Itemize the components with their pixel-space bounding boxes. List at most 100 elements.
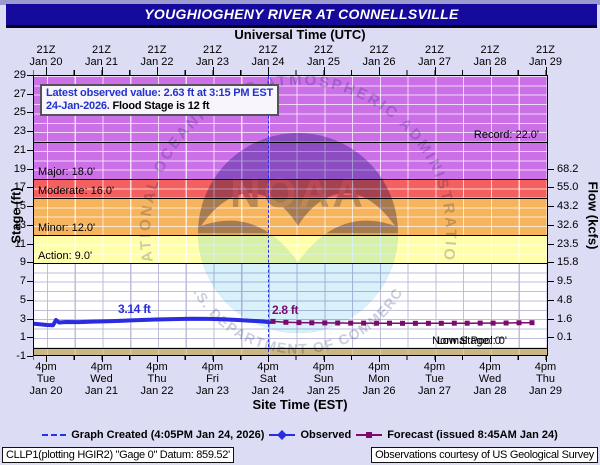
bottom-axis-day: Tue [425,373,444,385]
bottom-axis-tick-label: 4pm Thu Jan 29 [518,361,574,397]
forecast-point-marker [309,320,315,326]
flow-tick-value: 23.5 [557,237,579,250]
stage-tick-value: 3 [19,312,26,325]
top-axis-tick-label: 21Z Jan 29 [518,44,574,68]
forecast-point-marker [516,320,522,326]
flow-tick-value: 55.0 [557,181,579,194]
stage-tick-value: 5 [19,293,26,306]
stage-tick-value: 27 [13,87,26,100]
stage-tick-mark [27,262,33,264]
bottom-axis-major-tick [46,356,47,362]
latest-observed-line2: 24-Jan-2026. Flood Stage is 12 ft [46,100,210,112]
top-axis-date: Jan 23 [195,56,230,68]
top-axis-major-tick [46,67,47,75]
top-axis-tick-label: 21Z Jan 22 [129,44,185,68]
bottom-axis-day: Tue [36,373,56,385]
forecast-point-marker [400,320,405,326]
legend-observed-label: Observed [300,429,352,441]
noaa-seagull-icon [201,193,395,262]
top-window-strip [0,0,600,5]
top-axis-hour: 21Z [425,44,444,56]
top-axis-tick-label: 21Z Jan 28 [462,44,518,68]
flow-tick-mark [548,206,554,208]
stage-tick-value: 11 [14,237,26,250]
top-axis-major-tick [545,67,547,75]
threshold-label-action: Action: 9.0' [38,250,93,263]
flow-tick-value: 4.8 [557,293,573,306]
threshold-line-gage-zero [34,347,547,349]
bottom-axis-day: Wed [478,373,502,385]
bottom-axis-major-tick [268,356,269,362]
flow-tick-value: 32.6 [557,218,579,231]
forecast-point-marker [335,320,341,326]
legend-graph-created-label: Graph Created (4:05PM Jan 24, 2026) [71,429,265,441]
bottom-axis-hour: 4pm [146,361,168,373]
top-axis-date: Jan 20 [29,56,63,68]
top-axis-date: Jan 24 [251,56,285,68]
stage-tick-mark [27,356,33,357]
top-axis-hour: 21Z [203,44,222,56]
stage-tick-mark [27,224,33,226]
gage-datum-status-box: CLLP1(plotting HGIR2) "Gage 0" Datum: 85… [2,447,234,463]
top-axis-hour: 21Z [147,44,167,56]
bottom-axis-tick-label: 4pm Wed Jan 28 [462,361,518,397]
bottom-axis-hour: 4pm [90,361,113,373]
top-axis-major-tick [212,67,214,75]
top-axis-tick-label: 21Z Jan 25 [296,44,352,68]
stage-tick-mark [27,281,33,283]
top-axis-date: Jan 21 [84,56,119,68]
stage-tick-mark [27,93,33,95]
threshold-label-moderate: Moderate: 16.0' [38,184,115,197]
stage-tick-mark [27,243,33,245]
low-marker-label: Normal Pool: 0' [432,334,507,347]
flow-tick-value: 0.1 [557,331,573,344]
bottom-axis-tick-label: 4pm Sun Jan 25 [296,361,352,397]
latest-observed-line1: Latest observed value: 2.63 ft at 3:15 P… [46,87,273,99]
threshold-line-moderate [34,197,547,199]
current-time-line [268,76,269,355]
flow-tick-mark [548,224,554,226]
bottom-axis-date: Jan 20 [29,385,63,397]
top-axis-hour: 21Z [92,44,111,56]
top-axis-title: Universal Time (UTC) [234,27,366,42]
flow-axis-label: Flow (kcfs) [585,181,600,250]
top-axis-major-tick [101,67,103,75]
bottom-axis-hour: 4pm [312,361,335,373]
forecast-line-icon [356,432,383,438]
latest-observed-info-box: Latest observed value: 2.63 ft at 3:15 P… [40,84,279,116]
top-axis-tick-label: 21Z Jan 23 [185,44,241,68]
bottom-axis-major-tick [212,356,214,362]
bottom-axis-hour: 4pm [368,361,390,373]
top-axis-tick-label: 21Z Jan 24 [240,44,296,68]
forecast-point-marker [438,320,444,326]
stage-tick-mark [27,337,33,339]
bottom-axis-date: Jan 22 [140,385,174,397]
observations-credit-box: Observations courtesy of US Geological S… [371,447,598,463]
top-axis-hour: 21Z [536,44,555,56]
top-axis-major-tick [490,67,491,75]
bottom-axis-date: Jan 21 [84,385,119,397]
bottom-axis-minor-ticks [33,356,546,360]
forecast-point-marker [348,320,354,326]
stage-tick-mark [27,187,33,189]
stage-tick-mark [27,299,33,301]
top-axis-date: Jan 22 [140,56,174,68]
stage-tick-value: 15 [13,200,26,213]
bottom-axis-tick-label: 4pm Fri Jan 23 [185,361,241,397]
forecast-point-marker [451,320,457,326]
top-axis-tick-label: 21Z Jan 21 [74,44,130,68]
bottom-axis-day: Mon [368,373,390,385]
forecast-point-marker [412,320,418,326]
zone-below-gage [34,347,547,355]
bottom-axis-hour: 4pm [201,361,224,373]
noaa-logo-text: NOAA [230,169,366,216]
top-axis-hour: 21Z [369,44,389,56]
noaa-watermark: NOAA NATIONAL OCEANIC AND ATMOSPHERIC AD… [34,76,457,355]
top-axis-tick-label: 21Z Jan 27 [407,44,463,68]
flow-tick-mark [548,318,554,320]
plot-layers: NOAA NATIONAL OCEANIC AND ATMOSPHERIC AD… [34,76,547,355]
threshold-line-record [34,141,547,143]
stage-tick-value: 7 [19,275,26,288]
page-title: YOUGHIOGHENY RIVER AT CONNELLSVILLE [144,6,459,22]
